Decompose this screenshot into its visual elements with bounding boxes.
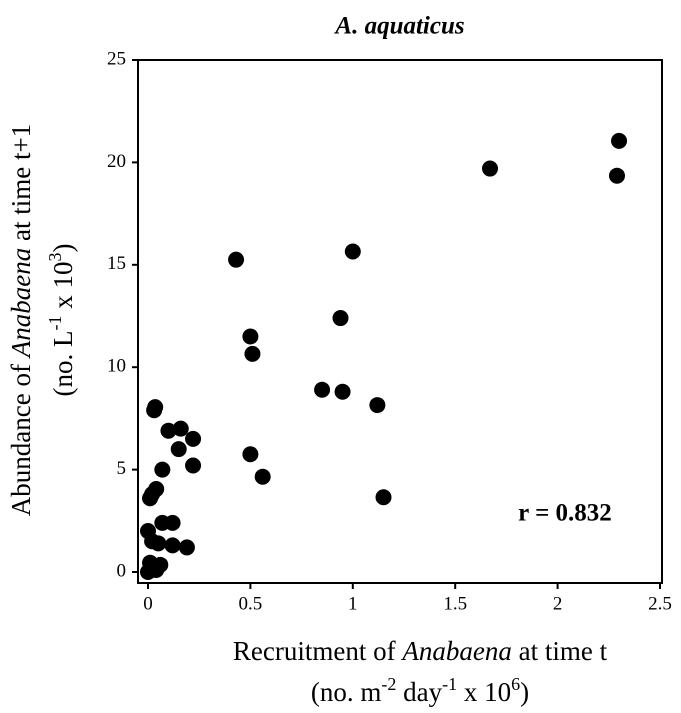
y-tick-label: 10 (107, 356, 126, 377)
x-tick-label: 2 (553, 593, 563, 614)
y-tick-label: 15 (107, 253, 126, 274)
scatter-point (178, 539, 195, 556)
x-label-text: at time t (512, 636, 608, 666)
y-tick-label: 25 (107, 48, 126, 69)
scatter-point (160, 422, 177, 439)
scatter-point (148, 481, 165, 498)
scatter-point (170, 441, 187, 458)
x-label-text: -2 (381, 674, 396, 694)
scatter-point (344, 243, 361, 260)
x-label-text: Anabaena (400, 636, 511, 666)
y-label-text: -1 (45, 316, 65, 331)
scatter-point (254, 468, 271, 485)
y-tick-label: 0 (117, 560, 127, 581)
x-label-text: -1 (442, 674, 457, 694)
x-label-text: ) (520, 677, 529, 707)
x-label-text: 6 (511, 674, 520, 694)
y-tick-label: 5 (117, 458, 127, 479)
scatter-point (242, 446, 259, 463)
scatter-point (185, 430, 202, 447)
x-tick-label: 2.5 (648, 593, 672, 614)
scatter-point (314, 381, 331, 398)
x-label-text: (no. m (311, 677, 382, 707)
scatter-point (608, 167, 625, 184)
x-axis-label: Recruitment of Anabaena at time t (233, 636, 608, 666)
y-axis-label-line: (no. L-1 x 103) (45, 244, 78, 397)
x-label-text: Recruitment of (233, 636, 402, 666)
y-label-text: x 10 (48, 262, 78, 316)
scatter-point (375, 489, 392, 506)
y-label-text: Abundance of (6, 357, 36, 516)
scatter-point (164, 514, 181, 531)
scatter-point (185, 457, 202, 474)
x-label-text: x 10 (457, 677, 511, 707)
y-tick-label: 20 (107, 151, 126, 172)
x-tick-label: 0 (143, 593, 153, 614)
scatter-point (228, 251, 245, 268)
y-axis-label-line: Abundance of Anabaena at time t+1 (6, 124, 36, 516)
x-tick-label: 1.5 (443, 593, 467, 614)
x-tick-label: 1 (348, 593, 358, 614)
y-label-text: at time t+1 (6, 124, 36, 248)
scatter-point (482, 160, 499, 177)
scatter-point (150, 535, 167, 552)
y-label-text: Anabaena (6, 248, 36, 359)
plot-frame (137, 59, 663, 584)
scatter-point (611, 132, 628, 149)
scatter-point (172, 420, 189, 437)
x-label-text: day (396, 677, 442, 707)
y-axis-label: Abundance of Anabaena at time t+1 (no. L… (6, 124, 78, 516)
annotation: r = 0.832 (518, 500, 612, 527)
scatter-point (154, 461, 171, 478)
scatter-point (244, 345, 261, 362)
scatter-point (332, 310, 349, 327)
scatter-point (152, 556, 169, 573)
y-label-text: (no. L (48, 331, 78, 397)
x-tick-label: 0.5 (239, 593, 263, 614)
x-axis-label: (no. m-2 day-1 x 106) (311, 674, 529, 707)
chart-title: A. aquaticus (333, 13, 464, 40)
y-label-text: 3 (45, 253, 65, 262)
scatter-point (334, 383, 351, 400)
scatter-point (242, 328, 259, 345)
y-label-text: ) (48, 244, 78, 253)
scatter-point (147, 399, 164, 416)
scatter-point (164, 537, 181, 554)
scatter-point (369, 397, 386, 414)
